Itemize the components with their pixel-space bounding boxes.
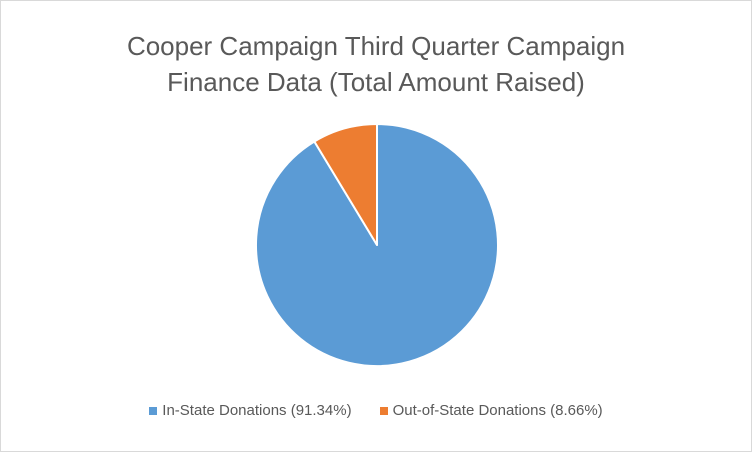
legend-label-out-of-state: Out-of-State Donations (8.66%): [393, 402, 603, 419]
pie-slices: [256, 124, 498, 366]
legend-swatch-out-of-state: [380, 407, 388, 415]
legend-swatch-in-state: [149, 407, 157, 415]
legend-item-out-of-state: Out-of-State Donations (8.66%): [380, 402, 603, 419]
legend-item-in-state: In-State Donations (91.34%): [149, 402, 351, 419]
legend: In-State Donations (91.34%) Out-of-State…: [1, 402, 751, 419]
legend-label-in-state: In-State Donations (91.34%): [162, 402, 351, 419]
